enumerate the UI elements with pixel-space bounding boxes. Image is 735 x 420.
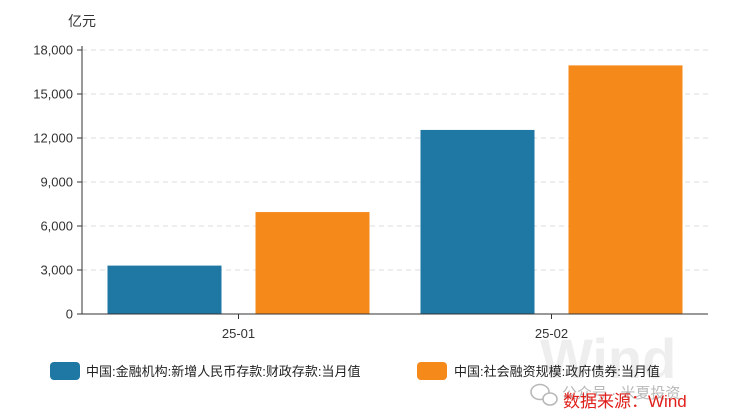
y-tick-label: 9,000 <box>40 175 73 190</box>
bar-series-1-25-02 <box>420 129 535 314</box>
bars <box>107 65 683 315</box>
y-tick-label: 18,000 <box>33 43 73 58</box>
y-tick-label: 0 <box>66 307 73 322</box>
x-tick-label-25-01: 25-01 <box>222 326 255 341</box>
data-source-label: 数据来源：Wind <box>563 392 687 411</box>
legend: 中国:金融机构:新增人民币存款:财政存款:当月值 中国:社会融资规模:政府债券:… <box>50 362 660 380</box>
y-tick-label: 6,000 <box>40 219 73 234</box>
legend-swatch-series-1 <box>50 362 80 380</box>
y-axis-ticks: 0 3,000 6,000 9,000 12,000 15,000 18,000 <box>33 43 82 322</box>
bar-series-1-25-01 <box>107 265 222 314</box>
legend-swatch-series-2 <box>417 362 447 380</box>
y-tick-label: 12,000 <box>33 131 73 146</box>
bar-series-2-25-02 <box>568 65 683 315</box>
wind-background-watermark: Wind <box>540 327 676 390</box>
y-tick-label: 15,000 <box>33 87 73 102</box>
legend-label-series-2: 中国:社会融资规模:政府债券:当月值 <box>454 364 660 379</box>
y-tick-label: 3,000 <box>40 263 73 278</box>
x-tick-label-25-02: 25-02 <box>535 326 568 341</box>
wechat-icon <box>530 383 558 406</box>
wechat-watermark-text: 公众号 · 米夏投资 <box>562 385 680 402</box>
legend-label-series-1: 中国:金融机构:新增人民币存款:财政存款:当月值 <box>86 364 360 379</box>
x-axis-ticks: 25-01 25-02 <box>222 314 568 341</box>
bar-series-2-25-01 <box>255 212 370 314</box>
y-axis-unit-label: 亿元 <box>68 13 96 29</box>
wechat-watermark: 公众号 · 米夏投资 <box>530 383 680 406</box>
